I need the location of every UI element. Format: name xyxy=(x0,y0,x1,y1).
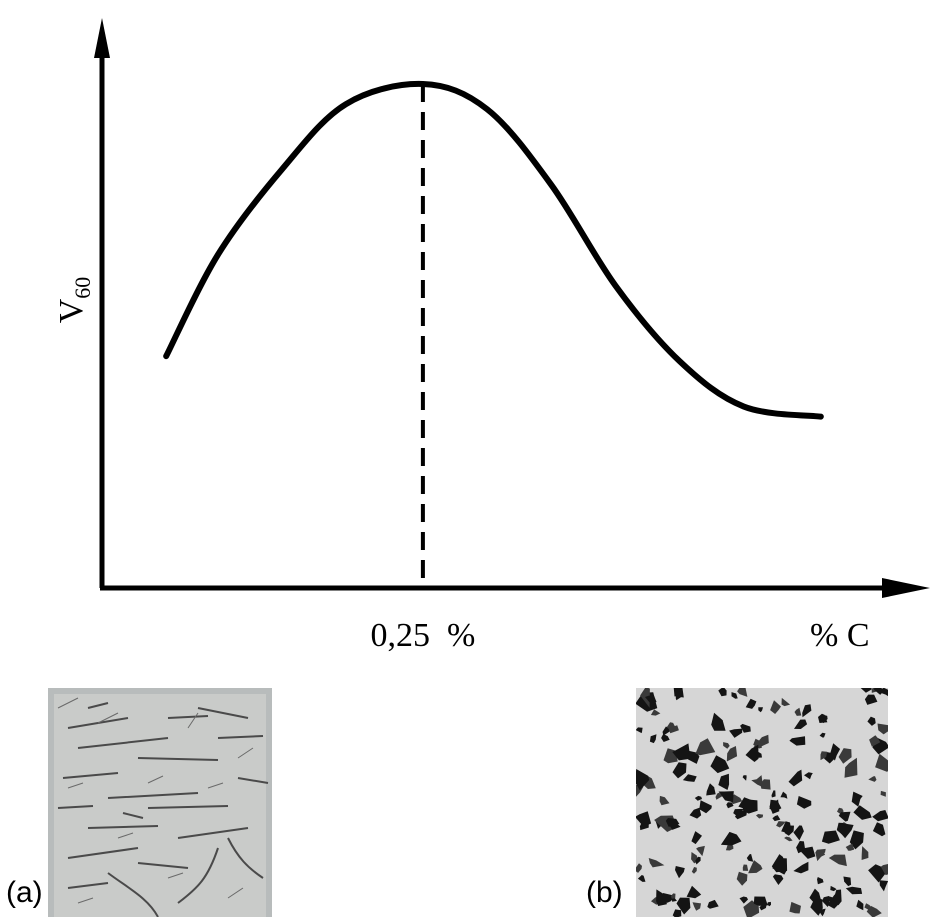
y-axis-label: V60 xyxy=(53,277,95,324)
series-line xyxy=(163,80,824,420)
x-axis-arrow-icon xyxy=(882,578,930,598)
micrograph-widmanstatten-icon xyxy=(48,688,272,917)
panel-label-b: (b) xyxy=(586,876,623,909)
x-axis-label: % C xyxy=(810,617,870,654)
plot-area: 0,25 % xyxy=(163,80,824,654)
svg-text:V60: V60 xyxy=(53,277,95,324)
panel-label-a: (a) xyxy=(6,876,43,909)
chart: V60 % C 0,25 % xyxy=(53,18,930,654)
y-axis-arrow-icon xyxy=(94,18,110,58)
annotation-tick-label: 0,25 % xyxy=(370,617,475,654)
micrograph-ferrite-pearlite-icon xyxy=(636,688,888,917)
